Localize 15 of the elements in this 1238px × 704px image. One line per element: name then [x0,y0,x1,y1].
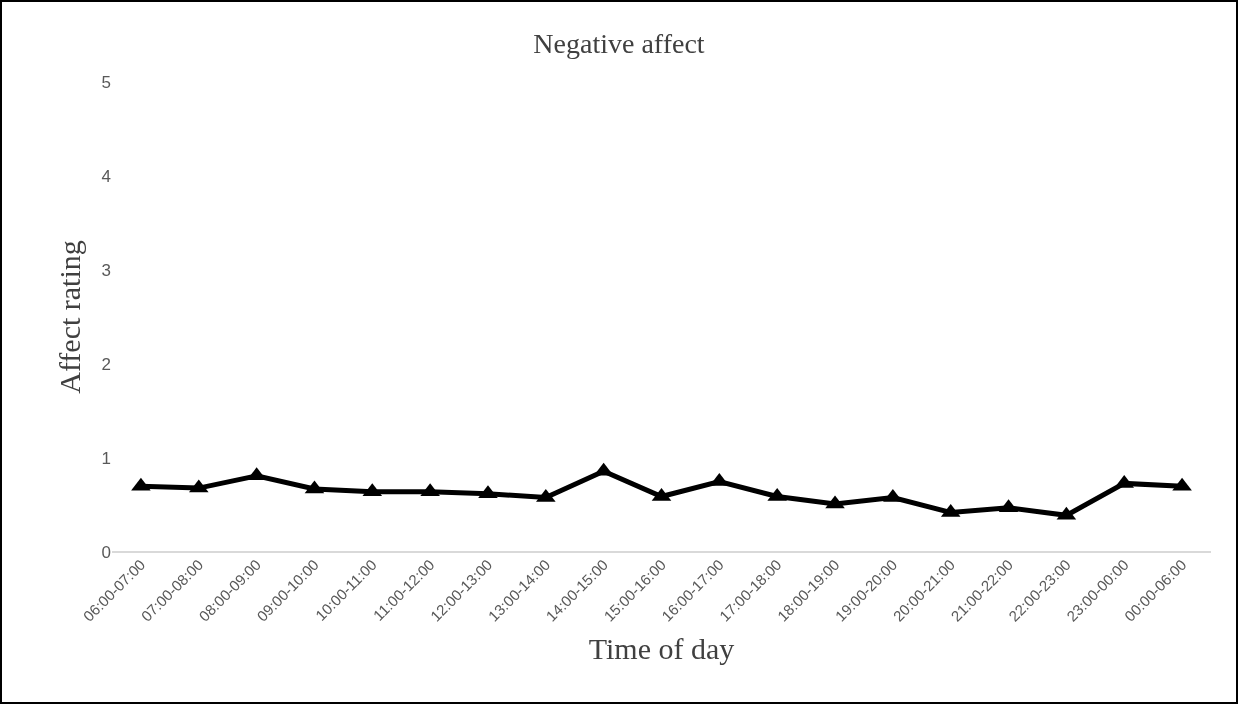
point [883,488,903,502]
y-tick-label: 2 [101,354,111,374]
point [536,488,556,502]
chart-title: Negative affect [533,28,705,60]
point [420,483,440,497]
y-tick-label: 1 [101,448,111,468]
point [131,477,151,491]
point [1172,477,1192,491]
y-tick-label: 4 [101,166,111,186]
y-tick-label: 3 [101,260,111,280]
x-axis-title: Time of day [588,632,735,666]
point [825,495,845,509]
y-tick-label: 5 [101,72,111,92]
y-tick-label: 0 [101,542,111,562]
y-axis-title: Affect rating [52,240,86,394]
